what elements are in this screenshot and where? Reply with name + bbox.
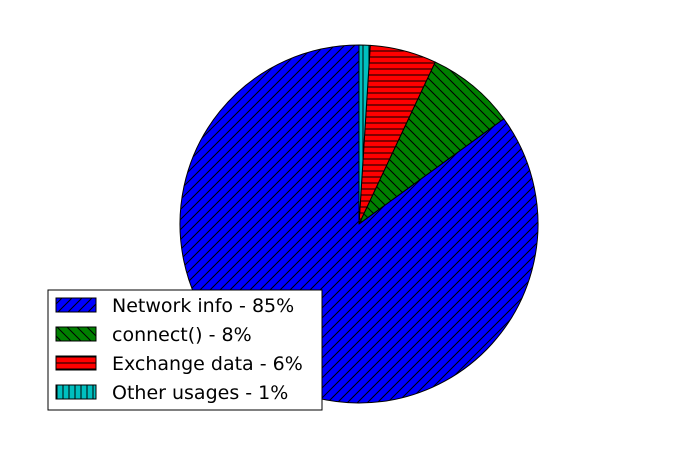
legend-swatch-2: [55, 326, 97, 342]
legend-label-3: Exchange data - 6%: [112, 353, 303, 375]
pie-slice-2: [358, 61, 505, 225]
legend-swatch-3: [55, 355, 97, 371]
legend-label-1: Network info - 85%: [112, 295, 294, 317]
legend-label-2: connect() - 8%: [112, 324, 252, 346]
legend-swatch-4: [55, 384, 97, 400]
pie-slice-4: [358, 44, 371, 225]
legend: Network info - 85% connect() - 8% Exchange…: [47, 289, 323, 411]
legend-swatch-1: [55, 297, 97, 313]
legend-label-4: Other usages - 1%: [112, 382, 288, 404]
